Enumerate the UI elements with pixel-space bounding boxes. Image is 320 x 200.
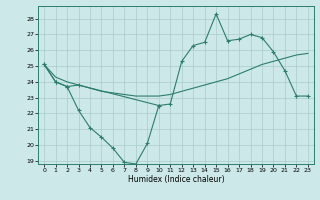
X-axis label: Humidex (Indice chaleur): Humidex (Indice chaleur)	[128, 175, 224, 184]
